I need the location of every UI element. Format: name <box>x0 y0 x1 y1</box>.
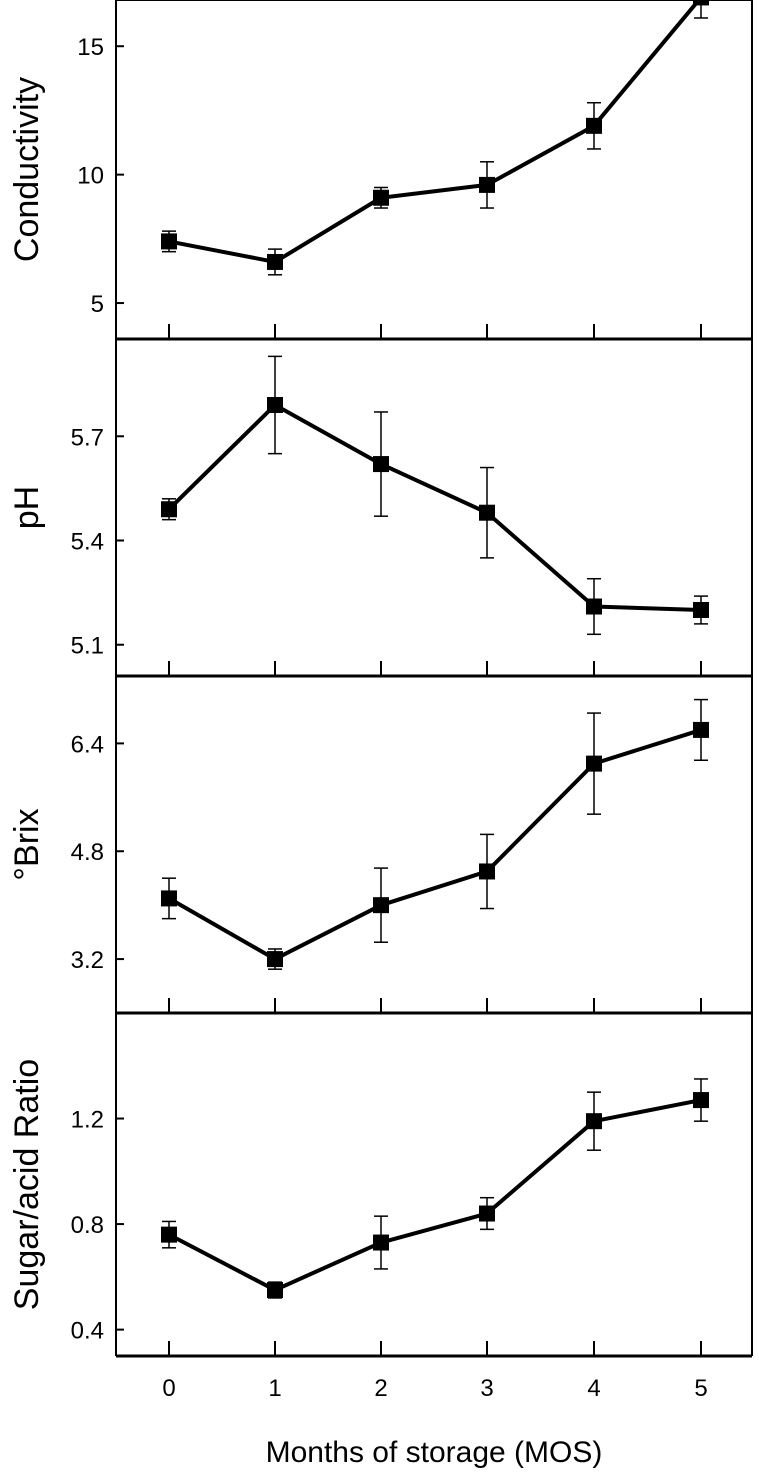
x-axis-title: Months of storage (MOS) <box>266 1436 603 1469</box>
x-tick-label-2: 2 <box>374 1375 387 1402</box>
panel-0-point-5 <box>693 0 709 6</box>
panel-1-point-1 <box>267 397 283 414</box>
panel-2-point-4 <box>586 755 602 772</box>
panel-1-y-tick-label-1: 5.4 <box>71 529 104 556</box>
panel-1-point-4 <box>586 598 602 615</box>
panel-3-point-3 <box>479 1205 495 1222</box>
panel-2-point-0 <box>161 890 177 907</box>
panel-0-y-axis-title: Conductivity <box>8 77 46 262</box>
panel-3-y-tick-label-0: 0.4 <box>71 1318 104 1345</box>
panel-3-series-line <box>168 1098 702 1293</box>
panel-2-point-3 <box>479 863 495 880</box>
panel-1-point-2 <box>373 456 389 473</box>
panel-1-point-5 <box>693 601 709 618</box>
panel-0-point-4 <box>586 117 602 134</box>
panel-0-series-line <box>168 0 702 264</box>
panel-1-y-axis-title: pH <box>8 486 46 529</box>
panel-0-y-tick-label-0: 5 <box>91 291 104 318</box>
x-tick-label-1: 1 <box>268 1375 281 1402</box>
panel-0-y-tick-label-2: 15 <box>77 34 104 61</box>
panel-1-series-line <box>167 403 702 612</box>
panel-1-point-3 <box>479 504 495 521</box>
x-tick-label-0: 0 <box>162 1375 175 1402</box>
panel-3-y-axis-title: Sugar/acid Ratio <box>8 1059 46 1310</box>
panel-3-point-1 <box>267 1282 283 1299</box>
panel-0-point-2 <box>373 189 389 206</box>
panel-2-point-1 <box>267 951 283 968</box>
panel-1-point-0 <box>161 501 177 518</box>
x-tick-label-4: 4 <box>587 1375 600 1402</box>
panel-2-y-axis-title: °Brix <box>8 808 46 880</box>
panel-2-series-line <box>168 728 702 962</box>
panel-3-point-2 <box>373 1234 389 1251</box>
panel-2-y-tick-label-0: 3.2 <box>71 947 104 974</box>
panel-2-point-5 <box>693 721 709 738</box>
panel-0-y-tick-label-1: 10 <box>77 163 104 190</box>
panel-0-point-3 <box>479 176 495 193</box>
x-tick-label-5: 5 <box>694 1375 707 1402</box>
panel-3-point-5 <box>693 1092 709 1109</box>
panel-2-y-tick-label-2: 6.4 <box>71 731 104 758</box>
panel-2-y-tick-label-1: 4.8 <box>71 839 104 866</box>
panel-1-y-tick-label-0: 5.1 <box>71 633 104 660</box>
panel-2-point-2 <box>373 897 389 914</box>
panel-0-point-0 <box>161 233 177 250</box>
x-tick-label-3: 3 <box>480 1375 493 1402</box>
panel-3-y-tick-label-1: 0.8 <box>71 1212 104 1239</box>
panel-0-point-1 <box>267 253 283 270</box>
panel-3-point-4 <box>586 1113 602 1130</box>
panel-3-point-0 <box>161 1226 177 1243</box>
panel-3-y-tick-label-2: 1.2 <box>71 1107 104 1134</box>
panel-1-y-tick-label-2: 5.7 <box>71 424 104 451</box>
